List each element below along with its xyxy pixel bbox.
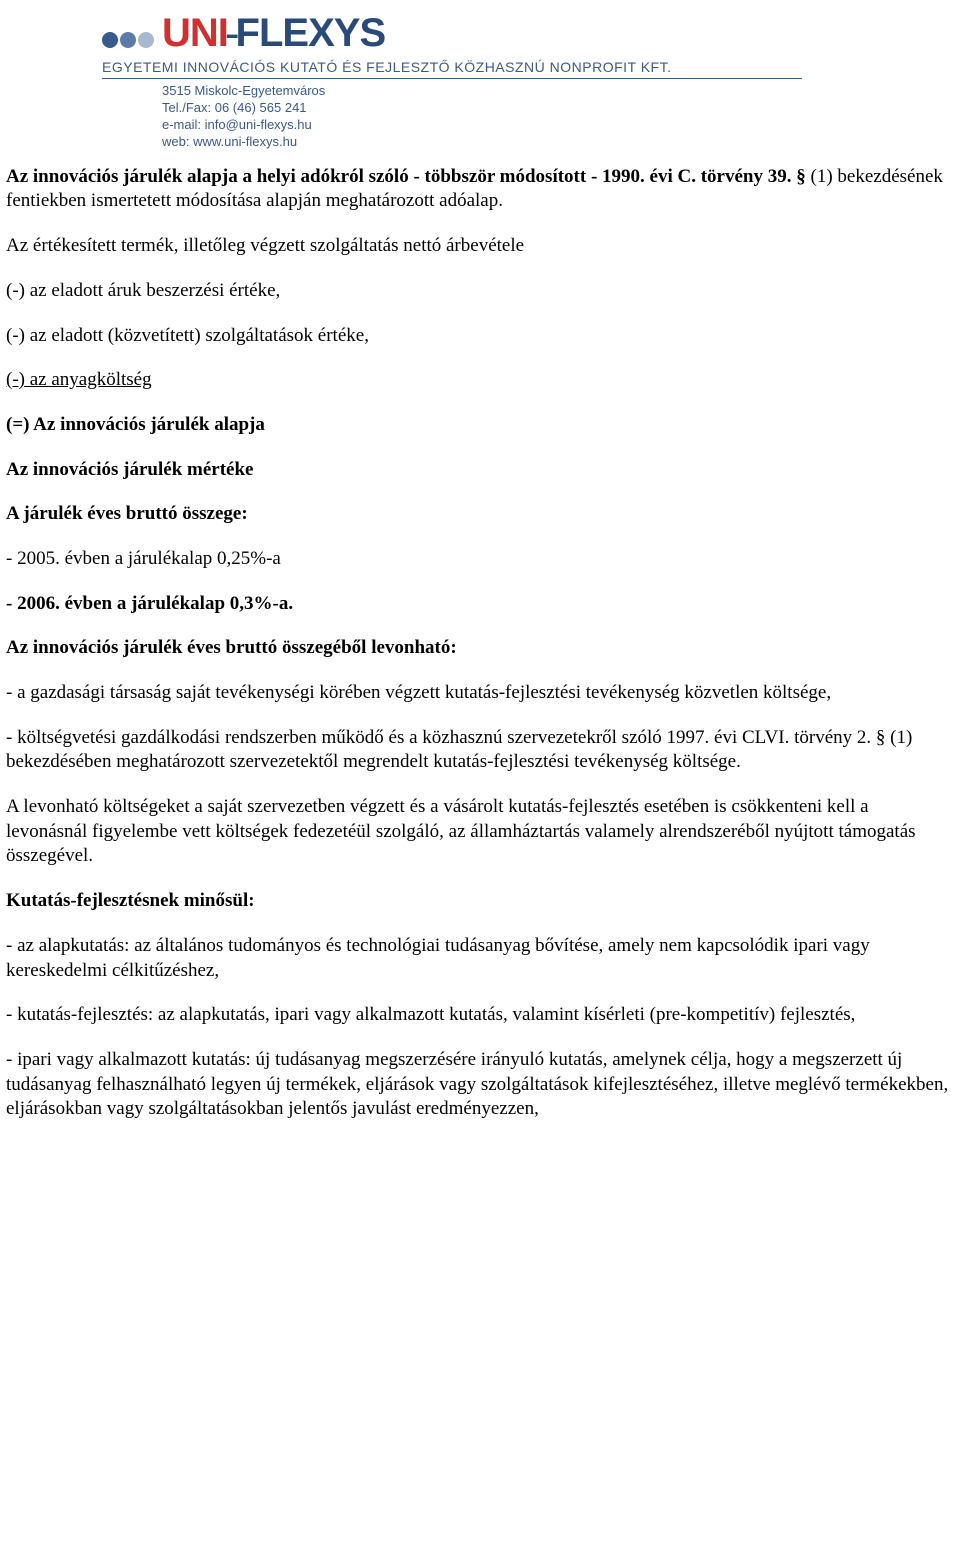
paragraph-bold: Az innovációs járulék mértéke [6,458,954,483]
paragraph-bold: Kutatás-fejlesztésnek minősül: [6,889,954,914]
paragraph-bold: - 2006. évben a járulékalap 0,3%-a. [6,592,954,617]
paragraph: - 2005. évben a járulékalap 0,25%-a [6,547,954,572]
paragraph-bold: A járulék éves bruttó összege: [6,502,954,527]
contact-web: web: www.uni-flexys.hu [162,134,960,151]
contact-tel: Tel./Fax: 06 (46) 565 241 [162,100,960,117]
logo-flexys: FLEXYS [236,11,386,55]
paragraph: (-) az eladott (közvetített) szolgáltatá… [6,324,954,349]
letterhead: UNI-FLEXYS EGYETEMI INNOVÁCIÓS KUTATÓ ÉS… [0,0,960,157]
paragraph: - költségvetési gazdálkodási rendszerben… [6,726,954,775]
paragraph: A levonható költségeket a saját szerveze… [6,795,954,869]
paragraph: - az alapkutatás: az általános tudományo… [6,934,954,983]
paragraph-underline: (-) az anyagköltség [6,368,954,393]
divider [102,78,802,79]
dot-icon [120,32,136,48]
logo-uni: UNI [162,11,228,55]
tagline: EGYETEMI INNOVÁCIÓS KUTATÓ ÉS FEJLESZTŐ … [102,58,960,76]
paragraph-bold: (=) Az innovációs járulék alapja [6,413,954,438]
logo-dash: - [225,9,239,58]
document-body: Az innovációs járulék alapja a helyi adó… [0,157,960,1162]
dot-icon [138,32,154,48]
text-bold: Az innovációs járulék alapja a helyi adó… [6,166,811,187]
paragraph: - kutatás-fejlesztés: az alapkutatás, ip… [6,1003,954,1028]
logo-text: UNI-FLEXYS [162,10,385,54]
paragraph: - ipari vagy alkalmazott kutatás: új tud… [6,1048,954,1122]
contact-email: e-mail: info@uni-flexys.hu [162,117,960,134]
paragraph: Az innovációs járulék alapja a helyi adó… [6,165,954,214]
paragraph: (-) az eladott áruk beszerzési értéke, [6,279,954,304]
paragraph: - a gazdasági társaság saját tevékenység… [6,681,954,706]
paragraph: Az értékesített termék, illetőleg végzet… [6,234,954,259]
dot-icon [102,32,118,48]
contact-block: 3515 Miskolc-Egyetemváros Tel./Fax: 06 (… [102,83,960,151]
logo-dots [102,32,154,48]
logo-row: UNI-FLEXYS [102,10,960,54]
contact-address: 3515 Miskolc-Egyetemváros [162,83,960,100]
paragraph-bold: Az innovációs járulék éves bruttó összeg… [6,636,954,661]
